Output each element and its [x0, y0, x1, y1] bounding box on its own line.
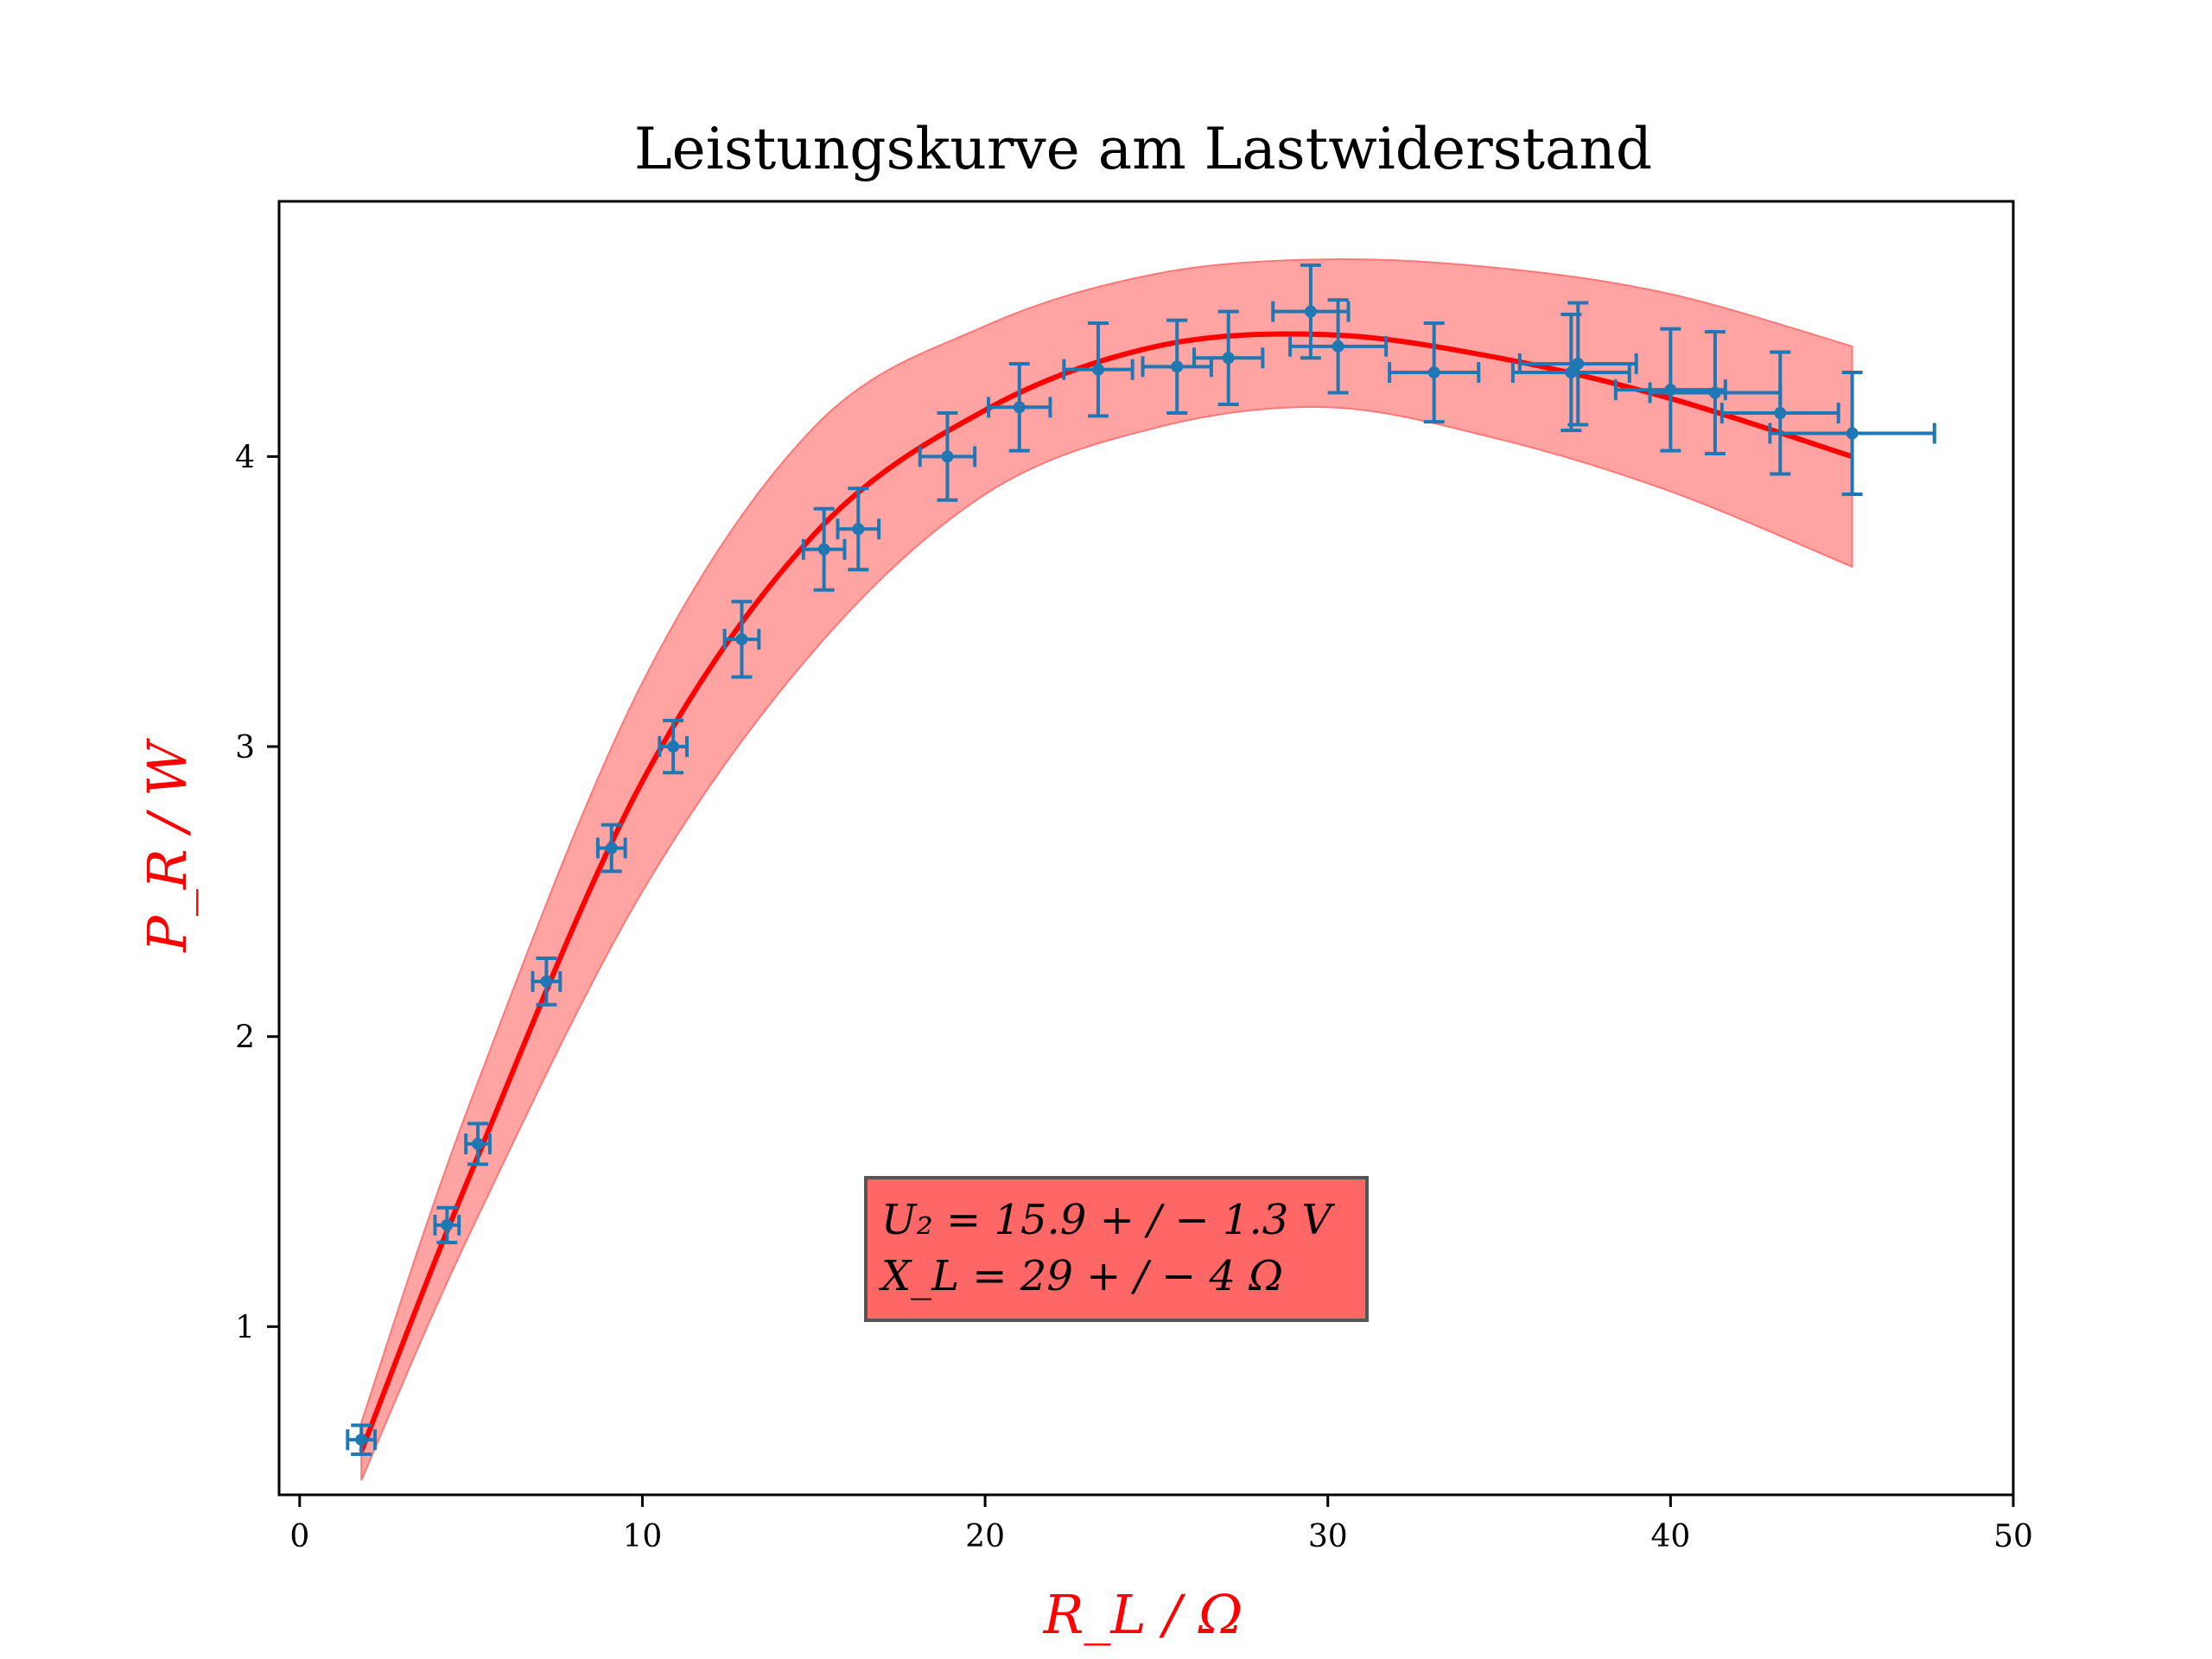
- y-tick-label: 3: [235, 730, 255, 766]
- data-point-9: [836, 486, 881, 572]
- data-marker: [1332, 340, 1344, 353]
- data-point-17: [1388, 321, 1481, 424]
- data-marker: [667, 741, 680, 753]
- data-marker: [1774, 407, 1787, 420]
- annotation-line-1: U₂ = 15.9 + / − 1.3 V: [881, 1196, 1336, 1244]
- x-tick-label: 0: [289, 1519, 309, 1554]
- x-axis-label: R_L / Ω: [1043, 1583, 1243, 1646]
- data-marker: [941, 450, 954, 463]
- data-point-8: [801, 506, 847, 592]
- x-axis-ticks: 0 10 20 30 40 50: [289, 1495, 2033, 1554]
- y-axis-label: P_R / W: [136, 738, 199, 953]
- data-point-14: [1192, 309, 1265, 406]
- data-marker: [1572, 357, 1585, 370]
- x-tick-label: 10: [623, 1519, 663, 1554]
- annotation-line-2: X_L = 29 + / − 4 Ω: [878, 1252, 1283, 1300]
- data-point-6: [658, 718, 690, 775]
- data-marker: [1013, 401, 1026, 414]
- chart-title: Leistungskurve am Lastwiderstand: [634, 116, 1652, 182]
- y-tick-label: 1: [235, 1310, 255, 1345]
- data-marker: [817, 543, 830, 556]
- data-points: [346, 263, 1936, 1457]
- data-point-5: [595, 823, 627, 874]
- x-tick-label: 50: [1993, 1519, 2033, 1554]
- data-marker: [1427, 366, 1440, 379]
- data-point-15: [1271, 263, 1351, 360]
- data-marker: [1846, 427, 1859, 440]
- data-marker: [1171, 360, 1184, 373]
- y-axis-ticks: 1 2 3 4: [235, 440, 279, 1345]
- data-point-7: [722, 600, 761, 679]
- plot-area: [346, 257, 1936, 1481]
- y-tick-label: 2: [235, 1020, 255, 1056]
- data-point-4: [531, 957, 563, 1007]
- data-point-1: [346, 1423, 378, 1457]
- data-marker: [1708, 386, 1721, 399]
- data-point-19: [1517, 301, 1638, 427]
- data-point-16: [1288, 298, 1389, 395]
- data-point-12: [1062, 321, 1135, 418]
- x-tick-label: 30: [1308, 1519, 1348, 1554]
- data-marker: [1304, 305, 1317, 318]
- data-marker: [441, 1218, 454, 1231]
- data-point-11: [987, 361, 1052, 453]
- data-point-3: [464, 1122, 492, 1166]
- data-point-22: [1719, 350, 1840, 476]
- data-point-10: [918, 411, 977, 502]
- data-point-13: [1141, 318, 1213, 416]
- data-marker: [735, 632, 748, 645]
- x-tick-label: 20: [965, 1519, 1005, 1554]
- data-marker: [1565, 366, 1578, 379]
- axes-frame: [277, 200, 2015, 1497]
- data-point-2: [433, 1205, 461, 1244]
- data-marker: [540, 975, 553, 988]
- y-tick-label: 4: [235, 440, 255, 475]
- annotation-box: [864, 1176, 1369, 1322]
- data-marker: [605, 842, 618, 855]
- x-tick-label: 40: [1650, 1519, 1690, 1554]
- data-marker: [1222, 352, 1235, 365]
- data-marker: [472, 1137, 485, 1150]
- data-marker: [355, 1433, 368, 1446]
- fit-parameters-box: U₂ = 15.9 + / − 1.3 V X_L = 29 + / − 4 Ω: [864, 1176, 1369, 1322]
- data-point-20: [1613, 327, 1727, 453]
- data-marker: [1091, 363, 1104, 376]
- data-marker: [852, 523, 865, 536]
- data-point-23: [1768, 371, 1936, 497]
- fit-curve: [359, 331, 1853, 1452]
- confidence-band: [360, 257, 1853, 1481]
